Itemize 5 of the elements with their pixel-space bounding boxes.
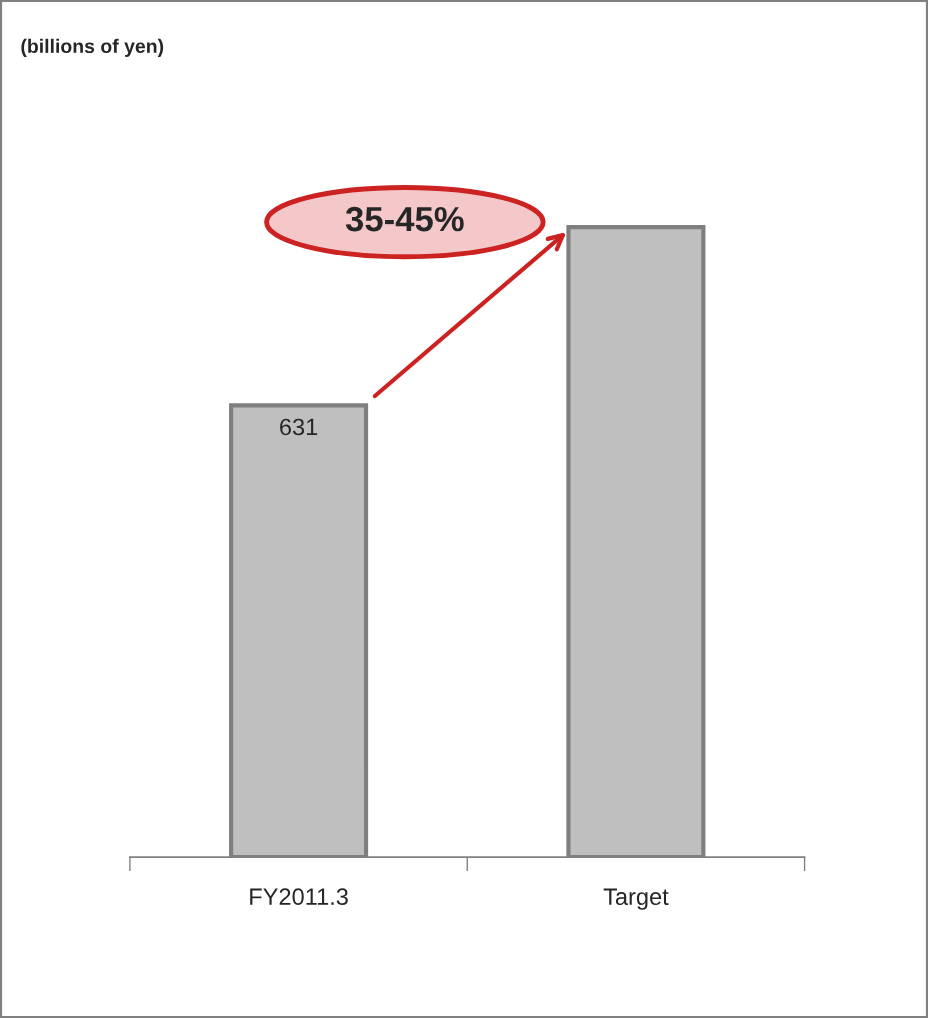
x-tick-label: Target (603, 888, 669, 910)
x-tick-label: FY2011.3 (250, 888, 348, 906)
data-label: 631 (280, 418, 318, 436)
annotation: 35-45% (345, 206, 464, 232)
chart-title: (billions of yen) (21, 38, 164, 57)
